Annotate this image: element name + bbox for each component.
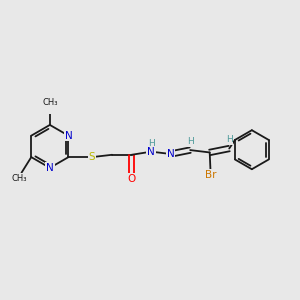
Text: H: H — [187, 137, 194, 146]
Text: N: N — [64, 131, 72, 141]
Text: Br: Br — [205, 170, 217, 180]
Text: CH₃: CH₃ — [42, 98, 58, 107]
Text: N: N — [147, 147, 155, 157]
Text: N: N — [46, 163, 54, 173]
Text: S: S — [88, 152, 95, 162]
Text: O: O — [128, 174, 136, 184]
Text: CH₃: CH₃ — [11, 174, 26, 183]
Text: H: H — [226, 136, 232, 145]
Text: H: H — [148, 139, 154, 148]
Text: N: N — [167, 149, 175, 159]
